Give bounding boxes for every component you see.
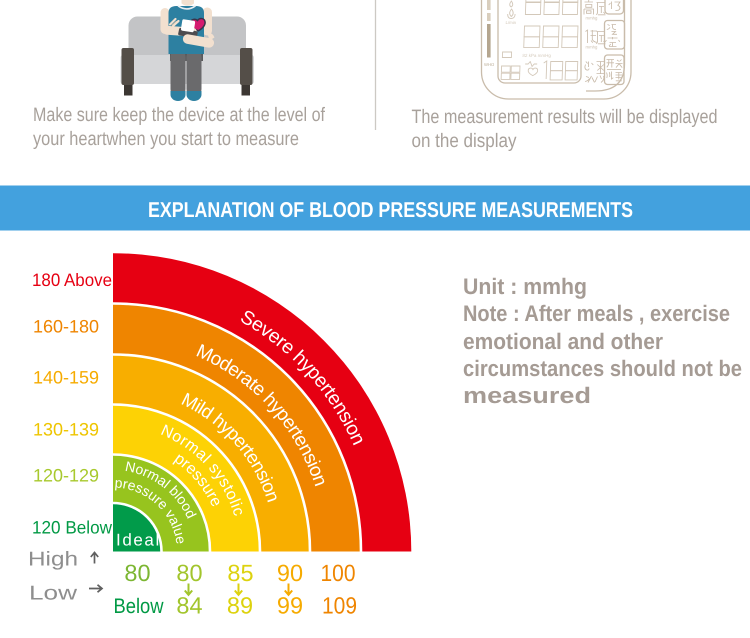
svg-text:L/min: L/min (506, 20, 517, 25)
svg-text:Unit : mmhg: Unit : mmhg (463, 274, 587, 299)
svg-text:Ideal: Ideal (116, 531, 161, 550)
svg-text:emotional and other: emotional and other (463, 329, 663, 354)
svg-text:120 Below: 120 Below (32, 518, 113, 538)
svg-text:EXPLANATION OF BLOOD PRESSURE: EXPLANATION OF BLOOD PRESSURE MEASUREMEN… (148, 198, 633, 222)
svg-text:Low: Low (29, 583, 78, 605)
svg-text:85: 85 (227, 560, 253, 586)
svg-text:90: 90 (277, 560, 303, 586)
svg-text:mmhg: mmhg (586, 16, 599, 21)
svg-text:100: 100 (321, 560, 356, 586)
svg-text:89: 89 (227, 593, 253, 619)
svg-text:WHO: WHO (484, 62, 495, 67)
svg-text:99: 99 (277, 593, 303, 619)
svg-text:Below: Below (114, 595, 165, 618)
svg-text:180 Above: 180 Above (32, 270, 112, 290)
svg-text:measured: measured (463, 383, 591, 408)
svg-text:80: 80 (124, 560, 150, 586)
svg-text:The measurement results will b: The measurement results will be displaye… (412, 106, 718, 128)
svg-text:circumstances should not be: circumstances should not be (463, 356, 742, 381)
svg-text:84: 84 (176, 593, 202, 619)
svg-text:your heartwhen you start to me: your heartwhen you start to measure (33, 128, 299, 150)
svg-text:160-180: 160-180 (33, 317, 99, 337)
svg-text:140-159: 140-159 (33, 368, 99, 388)
svg-text:109: 109 (322, 593, 357, 619)
svg-text:130-139: 130-139 (33, 420, 99, 440)
svg-text:Make sure keep the device at t: Make sure keep the device at the level o… (33, 104, 325, 126)
svg-text:on the display: on the display (412, 130, 517, 152)
svg-text:80: 80 (176, 560, 202, 586)
svg-text:82 kPa mmHg: 82 kPa mmHg (522, 53, 551, 58)
svg-text:120-129: 120-129 (33, 466, 99, 486)
svg-text:High: High (28, 549, 78, 571)
svg-text:Note : After meals , exercise: Note : After meals , exercise (463, 301, 730, 326)
svg-text:mmhg: mmhg (586, 45, 599, 50)
